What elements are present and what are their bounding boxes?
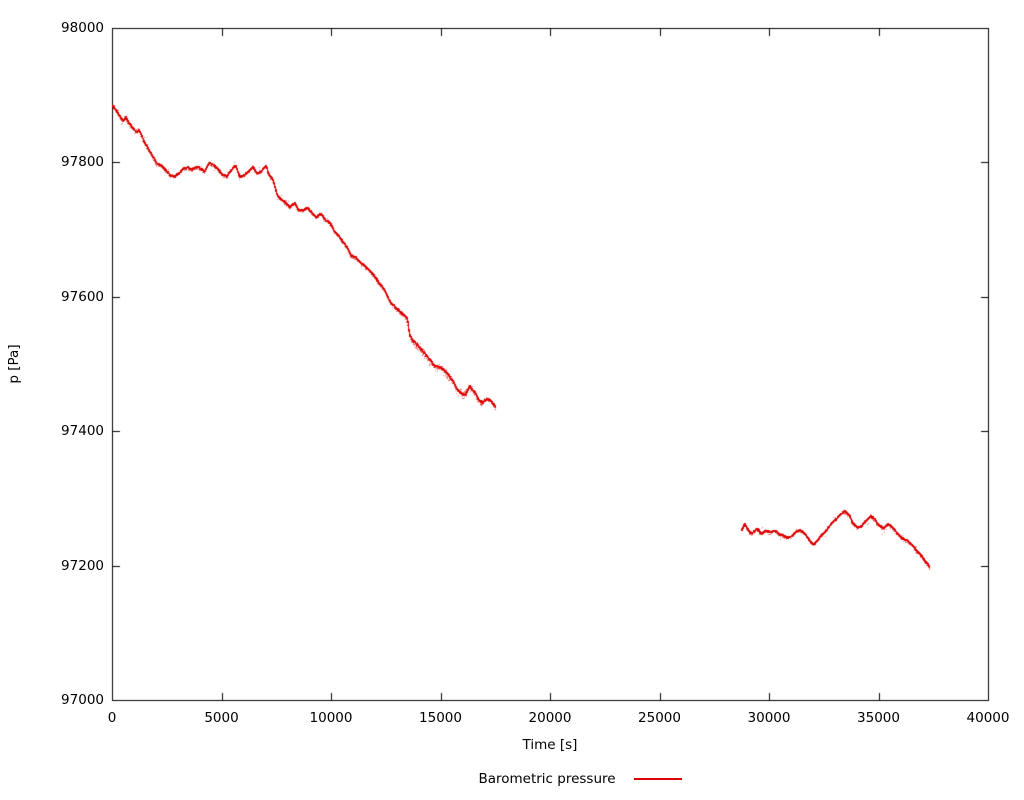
x-tick-label: 25000 <box>638 710 681 726</box>
y-tick-label: 97800 <box>61 154 104 171</box>
x-tick-label: 30000 <box>747 710 791 726</box>
y-tick-label: 97000 <box>61 692 104 708</box>
x-tick-label: 0 <box>107 710 117 726</box>
x-tick-label: 10000 <box>309 710 353 726</box>
y-tick-label: 97400 <box>61 423 104 440</box>
x-axis-title: Time [s] <box>522 737 578 753</box>
legend-line-sample <box>633 778 682 780</box>
y-tick-label: 97200 <box>61 557 104 574</box>
x-tick-label: 15000 <box>419 710 462 726</box>
x-tick-label: 5000 <box>204 710 239 726</box>
y-axis-title: p [Pa] <box>6 344 22 384</box>
x-tick-label: 20000 <box>528 710 572 726</box>
x-tick-label: 35000 <box>857 710 900 726</box>
y-tick-label: 98000 <box>61 20 104 36</box>
y-tick-label: 97600 <box>61 288 104 305</box>
legend-label: Barometric pressure <box>478 771 616 787</box>
x-tick-label: 40000 <box>966 710 1010 726</box>
legend: Barometric pressure <box>142 771 1018 787</box>
